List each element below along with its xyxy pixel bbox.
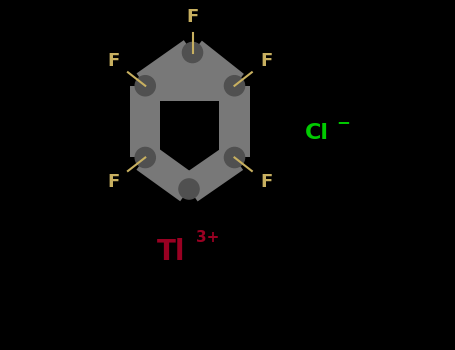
- Circle shape: [135, 76, 155, 96]
- Polygon shape: [219, 86, 250, 158]
- Polygon shape: [130, 86, 160, 158]
- Text: 3+: 3+: [196, 231, 219, 245]
- Text: −: −: [336, 113, 350, 132]
- Circle shape: [224, 147, 245, 168]
- Text: Cl: Cl: [304, 123, 329, 143]
- Text: F: F: [260, 52, 272, 70]
- Polygon shape: [145, 71, 234, 101]
- Polygon shape: [180, 145, 243, 202]
- Polygon shape: [219, 86, 250, 158]
- Circle shape: [179, 179, 199, 199]
- Circle shape: [224, 76, 245, 96]
- Text: F: F: [187, 8, 199, 27]
- Text: F: F: [260, 173, 272, 191]
- Text: Tl: Tl: [157, 238, 186, 266]
- Text: F: F: [108, 173, 120, 191]
- Polygon shape: [136, 40, 201, 98]
- Circle shape: [135, 147, 155, 168]
- Polygon shape: [130, 86, 160, 158]
- Text: F: F: [108, 52, 120, 70]
- Polygon shape: [183, 41, 244, 98]
- Circle shape: [182, 42, 202, 63]
- Polygon shape: [136, 145, 198, 201]
